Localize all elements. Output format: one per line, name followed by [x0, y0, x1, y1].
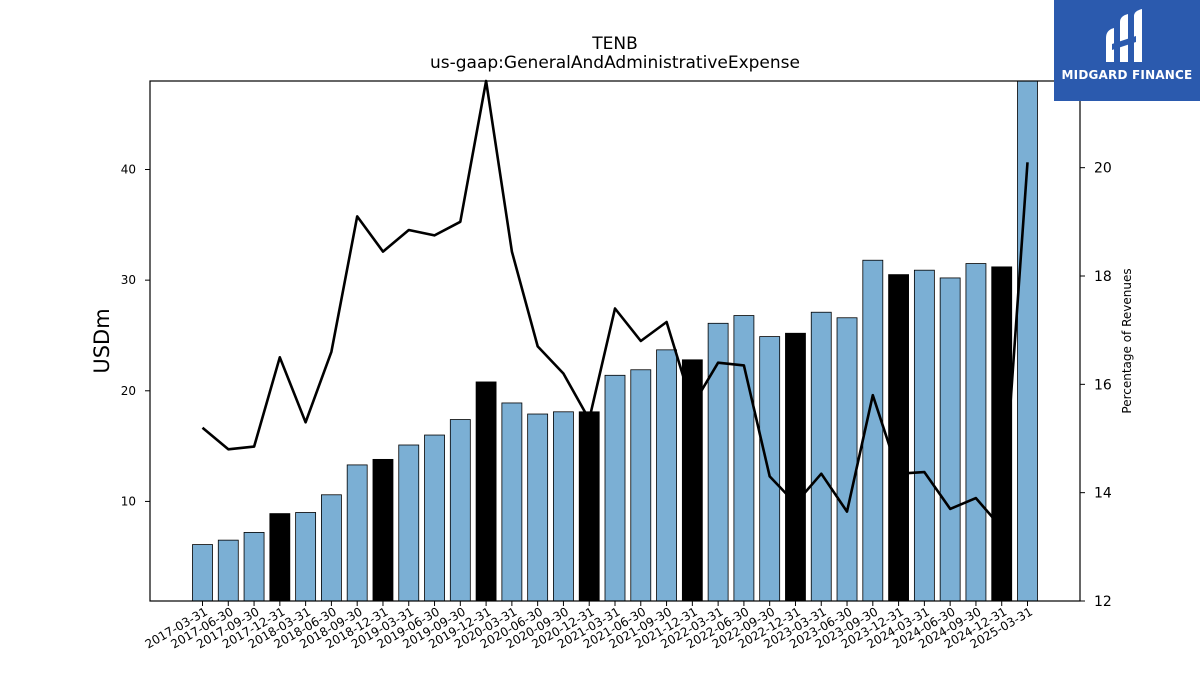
bar-2017-03-31	[192, 544, 213, 602]
percentage-line-series	[201, 79, 1029, 530]
bar-2020-03-31	[501, 402, 523, 602]
bar-2017-09-30	[243, 532, 265, 602]
y2-tick-label: 18	[1094, 269, 1112, 285]
y2-tick-label: 16	[1094, 377, 1112, 393]
bar-2025-03-31	[1017, 80, 1038, 602]
bar-2019-12-31	[475, 381, 497, 602]
y2-tick-label: 20	[1094, 161, 1112, 177]
bar-2024-03-31	[913, 269, 935, 602]
left-y-axis-label: USDm	[90, 308, 114, 373]
chart-subtitle: us-gaap:GeneralAndAdministrativeExpense	[430, 53, 800, 73]
x-axis: 2017-03-312017-06-302017-09-302017-12-31…	[143, 601, 1035, 651]
bar-2019-09-30	[449, 419, 471, 602]
bar-2019-03-31	[398, 444, 420, 602]
brand-mark-icon	[1054, 0, 1200, 101]
bar-2021-09-30	[656, 349, 677, 602]
y2-tick-label: 14	[1094, 486, 1112, 502]
y-tick-label: 40	[121, 163, 136, 177]
right-y-axis: 12 14 16 18 20	[1080, 161, 1112, 610]
bar-2020-06-30	[527, 413, 549, 602]
bar-2022-12-31	[785, 332, 806, 602]
bar-2023-06-30	[836, 317, 858, 602]
percentage-line	[201, 79, 1029, 530]
bar-series	[192, 80, 1038, 602]
brand-name: MIDGARD FINANCE	[1061, 68, 1193, 82]
bar-2018-06-30	[321, 494, 342, 602]
bar-2018-09-30	[346, 464, 368, 602]
bar-2021-06-30	[630, 369, 652, 602]
bar-2020-09-30	[553, 411, 574, 602]
bar-2018-12-31	[372, 458, 394, 602]
right-y-axis-label: Percentage of Revenues	[1120, 268, 1134, 413]
bar-2023-12-31	[888, 274, 909, 602]
bar-2024-06-30	[939, 277, 961, 602]
bar-2024-09-30	[965, 263, 987, 602]
y-tick-label: 10	[121, 494, 136, 508]
bar-2020-12-31	[578, 411, 600, 602]
chart-title: TENB	[591, 34, 638, 54]
bar-2017-06-30	[217, 539, 239, 602]
y2-tick-label: 12	[1094, 594, 1112, 610]
bar-2017-12-31	[269, 513, 291, 602]
bar-2019-06-30	[424, 434, 445, 602]
brand-logo: MIDGARD FINANCE	[1054, 0, 1200, 101]
bar-2021-03-31	[604, 374, 626, 602]
bar-2023-03-31	[810, 311, 832, 602]
y-tick-label: 20	[121, 384, 136, 398]
bar-2018-03-31	[295, 512, 317, 602]
y-tick-label: 30	[121, 273, 136, 287]
bar-2022-09-30	[759, 336, 781, 602]
left-y-axis: 10 20 30 40	[121, 163, 150, 508]
bar-2022-06-30	[733, 315, 755, 602]
